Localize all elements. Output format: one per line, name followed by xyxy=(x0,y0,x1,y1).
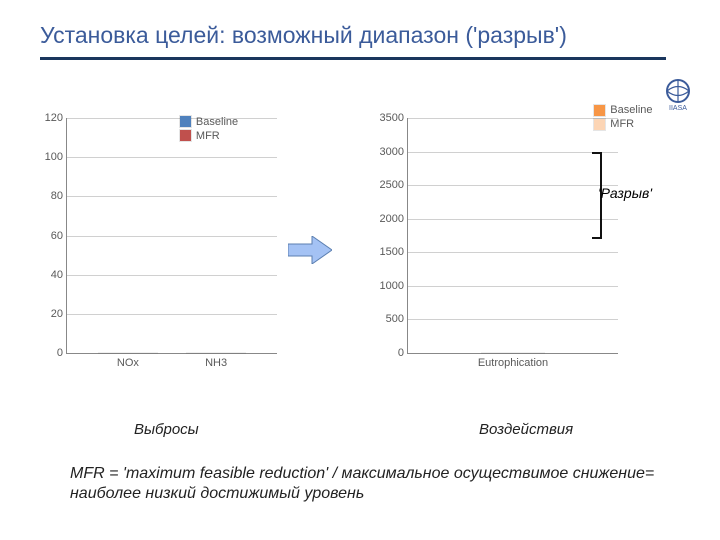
gridline xyxy=(67,157,277,158)
y-tick-label: 40 xyxy=(33,269,67,281)
legend-swatch xyxy=(180,130,191,141)
footer-note: MFR = 'maximum feasible reduction' / мак… xyxy=(70,464,660,504)
y-tick-label: 1500 xyxy=(374,246,408,258)
y-tick-label: 120 xyxy=(33,112,67,124)
gridline xyxy=(408,286,618,287)
x-category-label: Eutrophication xyxy=(478,353,548,369)
legend-label: Baseline xyxy=(196,116,238,128)
legend-item: Baseline xyxy=(594,104,652,116)
legend-item: MFR xyxy=(180,130,238,142)
impacts-chart: 0 500 1000 1500 2000 2500 3000 3500 Eutrophicati… xyxy=(371,110,690,400)
gridline xyxy=(67,275,277,276)
gridline xyxy=(408,219,618,220)
impacts-legend: Baseline MFR xyxy=(594,104,652,132)
iiasa-logo: IIASA xyxy=(660,76,696,112)
gridline xyxy=(408,252,618,253)
gridline xyxy=(408,152,618,153)
legend-swatch xyxy=(594,119,605,130)
legend-label: MFR xyxy=(196,130,220,142)
y-tick-label: 1000 xyxy=(374,280,408,292)
y-tick-label: 80 xyxy=(33,190,67,202)
gridline xyxy=(408,319,618,320)
legend-swatch xyxy=(594,105,605,116)
title-rule xyxy=(40,57,666,60)
gridline xyxy=(67,314,277,315)
impacts-axis-label: Воздействия xyxy=(479,421,573,438)
gridline xyxy=(408,118,618,119)
y-tick-label: 3500 xyxy=(374,112,408,124)
emissions-legend: Baseline MFR xyxy=(180,116,238,144)
gridline xyxy=(67,236,277,237)
x-category-label: NH3 xyxy=(205,353,227,369)
y-tick-label: 60 xyxy=(33,230,67,242)
gridline xyxy=(67,196,277,197)
y-tick-label: 2000 xyxy=(374,213,408,225)
legend-item: MFR xyxy=(594,118,652,130)
legend-swatch xyxy=(180,116,191,127)
y-tick-label: 100 xyxy=(33,151,67,163)
gridline xyxy=(67,118,277,119)
y-tick-label: 2500 xyxy=(374,179,408,191)
legend-label: MFR xyxy=(610,118,634,130)
y-tick-label: 0 xyxy=(374,347,408,359)
emissions-plot: 020406080100120NOxNH3 xyxy=(66,118,277,354)
gap-label: 'Разрыв' xyxy=(598,185,652,201)
charts-row: 020406080100120NOxNH3 BaselineMFR Выброс… xyxy=(30,110,690,400)
y-tick-label: 0 xyxy=(33,347,67,359)
y-tick-label: 3000 xyxy=(374,146,408,158)
arrow-icon xyxy=(288,236,332,264)
emissions-axis-label: Выбросы xyxy=(134,421,199,438)
slide-title: Установка целей: возможный диапазон ('ра… xyxy=(0,0,720,57)
x-category-label: NOx xyxy=(117,353,139,369)
y-tick-label: 20 xyxy=(33,308,67,320)
legend-item: Baseline xyxy=(180,116,238,128)
impacts-plot: 0500100015002000250030003500Eutrophicati… xyxy=(407,118,618,354)
gridline xyxy=(408,185,618,186)
legend-label: Baseline xyxy=(610,104,652,116)
y-tick-label: 500 xyxy=(374,313,408,325)
